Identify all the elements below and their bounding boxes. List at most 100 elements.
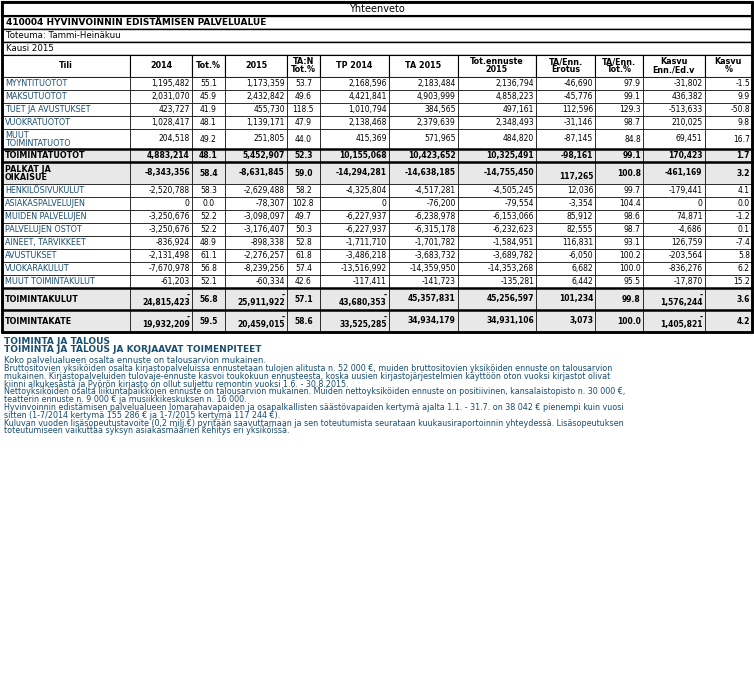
Bar [596,249,643,262]
Text: -3,098,097: -3,098,097 [244,212,285,221]
Text: 6,442: 6,442 [572,277,593,286]
Bar [536,90,596,103]
Text: 2,136,794: 2,136,794 [495,79,534,88]
Bar [536,55,596,77]
Bar [320,249,389,262]
Bar [389,149,458,162]
Text: Toteuma: Tammi-Heinäkuu: Toteuma: Tammi-Heinäkuu [6,31,121,40]
Text: 58.2: 58.2 [295,186,312,195]
Text: 49.2: 49.2 [200,135,217,144]
Text: 97.9: 97.9 [624,79,641,88]
Bar [192,275,225,288]
Bar [2,275,130,288]
Text: 3.6: 3.6 [737,295,750,303]
Bar [704,129,752,149]
Bar [536,288,596,310]
Text: Kasvu: Kasvu [660,57,688,67]
Text: -2,520,788: -2,520,788 [149,186,190,195]
Text: 410004 HYVINVOINNIN EDISTÄMISEN PALVELUALUE: 410004 HYVINVOINNIN EDISTÄMISEN PALVELUA… [6,18,266,27]
Bar [287,162,320,184]
Text: -1.5: -1.5 [735,79,750,88]
Text: 19,932,209: 19,932,209 [142,321,190,330]
Text: 98.7: 98.7 [624,225,641,234]
Bar [287,249,320,262]
Text: -: - [384,290,387,299]
Text: 49.6: 49.6 [295,92,312,101]
Text: PALVELUJEN OSTOT: PALVELUJEN OSTOT [5,225,81,234]
Bar [130,129,192,149]
Text: Tot.%: Tot.% [291,65,316,75]
Text: -135,281: -135,281 [500,277,534,286]
Bar [2,90,130,103]
Text: 20,459,015: 20,459,015 [238,321,285,330]
Text: -2,276,257: -2,276,257 [244,251,285,260]
Bar [643,236,704,249]
Bar [192,288,225,310]
Text: -4,517,281: -4,517,281 [415,186,455,195]
Text: kiinni alkukesästä ja Pyörön kirjasto on ollut suljettu remontin vuoksi 1.6. - 3: kiinni alkukesästä ja Pyörön kirjasto on… [4,379,348,389]
Text: -6,050: -6,050 [569,251,593,260]
Text: toteutumiseen vaikuttaa syksyn asiakasmäärien kehitys eri yksiköissä.: toteutumiseen vaikuttaa syksyn asiakasmä… [4,427,290,435]
Bar [225,116,287,129]
Text: -3,176,407: -3,176,407 [244,225,285,234]
Bar [2,42,752,55]
Bar [130,116,192,129]
Bar [2,162,130,184]
Text: -14,294,281: -14,294,281 [336,168,387,177]
Bar [458,184,536,197]
Bar [596,197,643,210]
Text: -4,325,804: -4,325,804 [345,186,387,195]
Bar [704,236,752,249]
Text: 9.9: 9.9 [738,92,750,101]
Bar [192,262,225,275]
Bar [458,262,536,275]
Text: VUOKRATUOTOT: VUOKRATUOTOT [5,118,71,127]
Text: 2,031,070: 2,031,070 [152,92,190,101]
Text: -6,227,937: -6,227,937 [345,212,387,221]
Text: 52.3: 52.3 [294,151,313,160]
Text: 497,161: 497,161 [503,105,534,114]
Bar [320,275,389,288]
Text: -14,755,450: -14,755,450 [483,168,534,177]
Text: 2015: 2015 [245,61,267,71]
Bar [704,223,752,236]
Bar [2,197,130,210]
Bar [192,184,225,197]
Text: -3,250,676: -3,250,676 [149,212,190,221]
Text: 57.4: 57.4 [295,264,312,273]
Text: 1,173,359: 1,173,359 [247,79,285,88]
Text: 44.0: 44.0 [295,135,312,144]
Text: 15.2: 15.2 [733,277,750,286]
Bar [596,210,643,223]
Text: 0.1: 0.1 [738,225,750,234]
Text: -8,239,256: -8,239,256 [244,264,285,273]
Text: -3,354: -3,354 [569,199,593,208]
Bar [320,90,389,103]
Text: 117,265: 117,265 [559,173,593,181]
Bar [287,103,320,116]
Bar [192,77,225,90]
Text: 98.7: 98.7 [624,118,641,127]
Text: 10,155,068: 10,155,068 [339,151,387,160]
Text: 47.9: 47.9 [295,118,312,127]
Text: MAKSUTUOTOT: MAKSUTUOTOT [5,92,66,101]
Bar [130,288,192,310]
Bar [596,184,643,197]
Text: 1,405,821: 1,405,821 [660,321,703,330]
Bar [130,210,192,223]
Bar [225,90,287,103]
Bar [458,197,536,210]
Bar [458,116,536,129]
Bar [320,77,389,90]
Bar [389,116,458,129]
Bar [596,90,643,103]
Text: Kuluvan vuoden lisäsopeutustavoite (0,2 milj.€) pyritään saavuttamaan ja sen tot: Kuluvan vuoden lisäsopeutustavoite (0,2 … [4,419,624,427]
Text: -45,776: -45,776 [564,92,593,101]
Text: HENKILÖSIVUKULUT: HENKILÖSIVUKULUT [5,186,84,195]
Bar [596,77,643,90]
Text: -3,683,732: -3,683,732 [414,251,455,260]
Text: TA 2015: TA 2015 [405,61,441,71]
Text: 455,730: 455,730 [253,105,285,114]
Bar [225,129,287,149]
Text: -: - [282,313,285,321]
